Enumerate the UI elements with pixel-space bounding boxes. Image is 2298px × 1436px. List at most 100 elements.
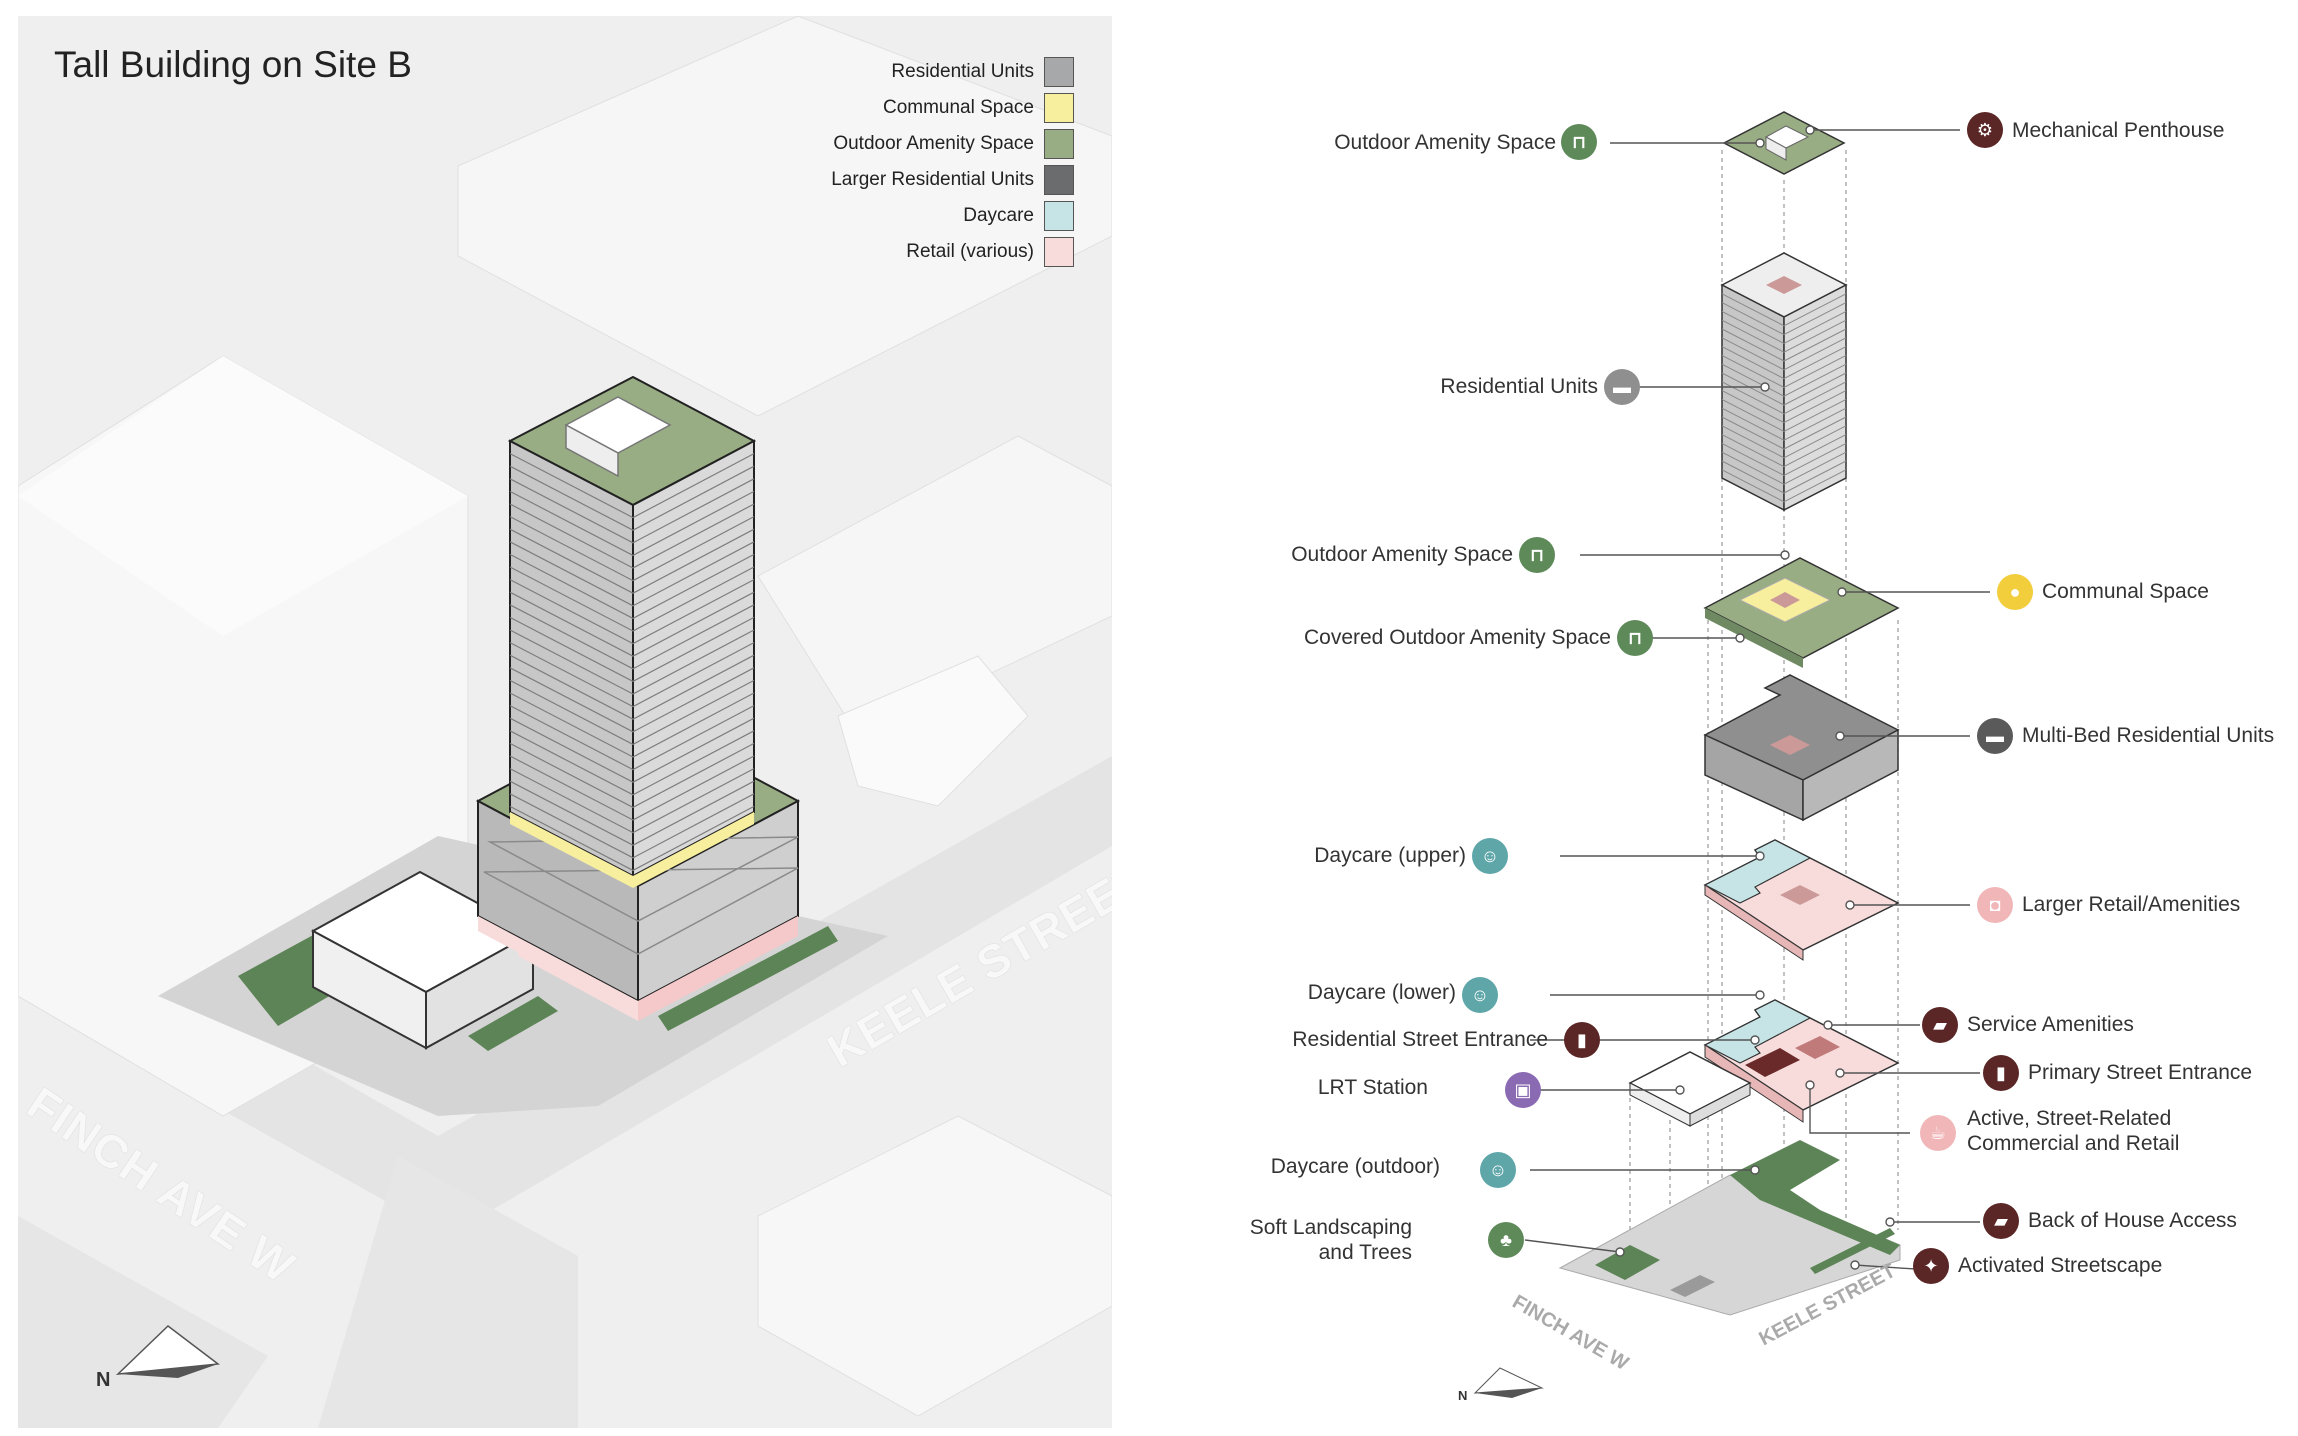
stack-floor-line <box>1721 337 1847 371</box>
walking-person-icon: ✦ <box>1913 1248 1949 1284</box>
retail-core-plate <box>1795 1036 1840 1059</box>
legend-swatch <box>1044 57 1074 87</box>
tower-floor-line <box>509 478 755 544</box>
tower-floor-lines <box>509 453 755 872</box>
legend-label: Daycare <box>963 205 1034 226</box>
label-residential-entrance: Residential Street Entrance <box>1292 1028 1548 1051</box>
multi-bed-core <box>1770 735 1810 755</box>
label-outdoor-amenity-mid: Outdoor Amenity Space <box>1291 543 1513 566</box>
tower-floor-line <box>509 465 755 531</box>
tower-floor-line <box>509 705 755 771</box>
legend-item-retail: Retail (various) <box>831 234 1074 270</box>
north-arrow-icon-small: N <box>1458 1367 1544 1403</box>
people-icon: ● <box>1997 574 2033 610</box>
context-map-drawing <box>18 16 1112 1428</box>
stack-floor-line <box>1721 346 1847 380</box>
tower-floor-line <box>509 805 755 872</box>
legend-item-larger-residential: Larger Residential Units <box>831 162 1074 198</box>
picnic-table-icon: ⊓ <box>1561 124 1597 160</box>
label-larger-retail: Larger Retail/Amenities <box>2022 893 2241 916</box>
tower-floor-line <box>509 616 755 683</box>
stack-floor-line <box>1721 416 1847 450</box>
penthouse-face <box>1765 136 1787 161</box>
label-multi-bed: Multi-Bed Residential Units <box>2022 724 2275 747</box>
neighbor-building-east <box>757 435 1112 737</box>
tower-floor-line <box>509 780 755 846</box>
daycare-outdoor-green <box>1730 1140 1900 1255</box>
stack-floor-line <box>1721 434 1847 468</box>
streetscape-plate <box>1810 1228 1895 1274</box>
legend-label: Larger Residential Units <box>831 169 1034 190</box>
picnic-table-icon: ⊓ <box>1519 537 1555 573</box>
label-service-amenities: Service Amenities <box>1967 1013 2134 1036</box>
soft-landscaping-south <box>468 996 558 1051</box>
neighbor-roof-west <box>18 356 468 636</box>
stack-floor-line <box>1721 425 1847 459</box>
stack-floor-line <box>1721 442 1847 476</box>
diagram-title: Tall Building on Site B <box>54 44 412 85</box>
label-communal-space: Communal Space <box>2042 580 2209 603</box>
legend-swatch <box>1044 93 1074 123</box>
stack-floor-line <box>1721 381 1847 415</box>
tower-core <box>1766 276 1802 294</box>
tower-floor-line <box>509 490 755 557</box>
child-icon: ☺ <box>1480 1152 1516 1188</box>
amenity-plate-edge <box>1705 608 1803 668</box>
tower-floor-line <box>509 516 755 582</box>
tower-floor-line <box>509 692 755 758</box>
label-back-of-house: Back of House Access <box>2028 1209 2237 1232</box>
exploded-axonometric-panel: N FINCH AVE W KEELE STREET Outdoor Ameni… <box>1200 0 2298 1436</box>
tower-floor-line <box>509 453 755 519</box>
label-daycare-outdoor: Daycare (outdoor) <box>1270 1155 1440 1178</box>
truck-icon: ▰ <box>1922 1007 1958 1043</box>
context-map-panel: Tall Building on Site B Residential Unit… <box>18 16 1112 1428</box>
leader-lines <box>1524 129 1990 1271</box>
tower-floor-line <box>509 604 755 670</box>
svg-text:N: N <box>96 1369 110 1391</box>
tower-floor-line <box>509 642 755 708</box>
stack-floor-line <box>1721 469 1847 503</box>
door-icon: ▮ <box>1564 1022 1600 1058</box>
label-primary-entrance: Primary Street Entrance <box>2028 1061 2253 1084</box>
exploded-diagram-drawing: N <box>1458 111 1990 1403</box>
stack-floor-line <box>1721 407 1847 441</box>
retail-upper-edge <box>1704 884 1804 961</box>
tower-floor-line <box>509 579 755 645</box>
picnic-table-icon: ⊓ <box>1617 620 1653 656</box>
stack-floor-line <box>1721 451 1847 485</box>
neighbor-building-north <box>457 16 1112 417</box>
legend-swatch <box>1044 129 1074 159</box>
lrt-box-side <box>1689 1082 1751 1127</box>
label-covered-outdoor: Covered Outdoor Amenity Space <box>1303 626 1611 649</box>
legend-label: Communal Space <box>882 97 1034 118</box>
leader-dots <box>1615 125 1895 1270</box>
tower-floor-line <box>509 528 755 594</box>
streetscape-planting <box>658 926 838 1031</box>
tower-floor-line <box>509 541 755 607</box>
tower-floor-line <box>509 591 755 657</box>
legend: Residential Units Communal Space Outdoor… <box>831 54 1074 270</box>
tower-floor-line <box>509 566 755 632</box>
train-icon: ▣ <box>1505 1072 1541 1108</box>
legend-swatch <box>1044 237 1074 267</box>
label-daycare-lower: Daycare (lower) <box>1307 981 1456 1004</box>
svg-text:N: N <box>1458 1388 1467 1403</box>
gears-icon: ⚙ <box>1967 112 2003 148</box>
tower-floor-line <box>509 768 755 834</box>
label-mechanical-penthouse: Mechanical Penthouse <box>2012 119 2225 142</box>
bed-icon: ▬ <box>1977 718 2013 754</box>
legend-label: Retail (various) <box>906 241 1034 262</box>
legend-label: Outdoor Amenity Space <box>833 133 1034 154</box>
label-daycare-upper: Daycare (upper) <box>1314 844 1466 867</box>
stack-floor-line <box>1721 302 1847 336</box>
neighbor-tree-cluster <box>837 655 1029 807</box>
residential-entrance-plate <box>1745 1048 1800 1077</box>
legend-item-daycare: Daycare <box>831 198 1074 234</box>
label-lrt-station: LRT Station <box>1317 1076 1428 1099</box>
soft-landscaping-plate <box>1595 1245 1660 1280</box>
stack-floor-line <box>1721 363 1847 397</box>
legend-label: Residential Units <box>891 61 1034 82</box>
podium-retail-side <box>638 916 798 1021</box>
tower-floor-line <box>509 742 755 809</box>
label-active-retail-2: Commercial and Retail <box>1967 1132 2180 1155</box>
